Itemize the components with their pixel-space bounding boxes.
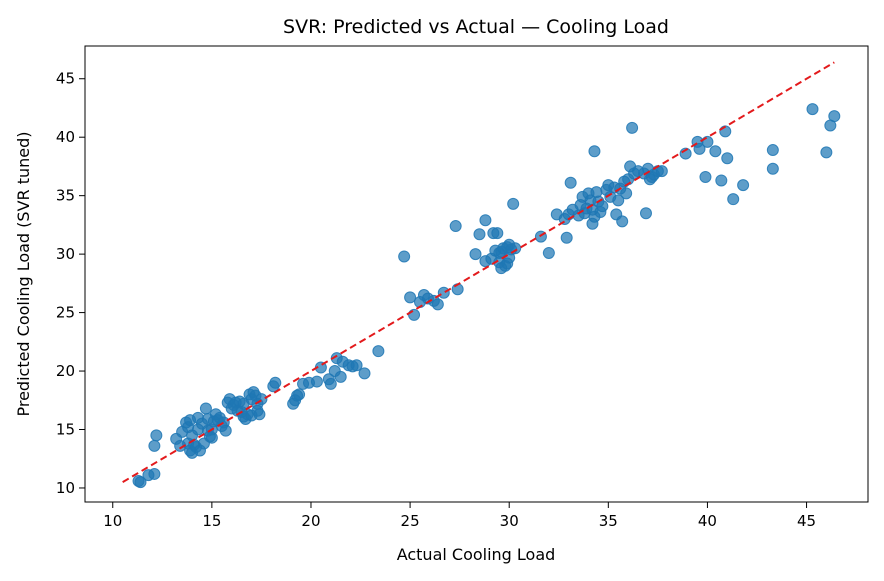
data-point bbox=[737, 179, 750, 192]
y-tick-label: 30 bbox=[56, 245, 75, 263]
data-point bbox=[564, 176, 577, 189]
data-point bbox=[820, 146, 833, 159]
data-point bbox=[253, 408, 266, 421]
data-point bbox=[588, 145, 601, 158]
data-point bbox=[148, 467, 161, 480]
data-point bbox=[479, 214, 492, 227]
x-tick-label: 35 bbox=[599, 512, 618, 530]
data-point bbox=[620, 187, 633, 200]
data-point bbox=[596, 200, 609, 213]
data-point bbox=[269, 376, 282, 389]
data-point bbox=[626, 121, 639, 134]
y-tick-label: 10 bbox=[56, 479, 75, 497]
data-point bbox=[473, 228, 486, 241]
data-point bbox=[542, 246, 555, 259]
plot-area-frame bbox=[84, 45, 869, 503]
x-tick-label: 15 bbox=[202, 512, 221, 530]
data-point bbox=[560, 231, 573, 244]
data-point bbox=[612, 194, 625, 207]
y-tick-label: 25 bbox=[56, 304, 75, 322]
data-point bbox=[701, 135, 714, 148]
data-point bbox=[469, 248, 482, 261]
data-point bbox=[509, 242, 522, 255]
chart-title: SVR: Predicted vs Actual — Cooling Load bbox=[283, 16, 669, 38]
data-point bbox=[150, 429, 163, 442]
data-point bbox=[616, 215, 629, 228]
data-point bbox=[134, 476, 147, 489]
data-point bbox=[715, 174, 728, 187]
data-point bbox=[219, 424, 232, 437]
data-point bbox=[398, 250, 411, 263]
data-point bbox=[199, 402, 212, 415]
x-tick-label: 20 bbox=[301, 512, 320, 530]
data-point bbox=[372, 345, 385, 358]
x-tick-label: 30 bbox=[500, 512, 519, 530]
y-tick-label: 40 bbox=[56, 128, 75, 146]
x-tick-label: 45 bbox=[797, 512, 816, 530]
identity-reference-line bbox=[122, 61, 835, 483]
data-point bbox=[721, 152, 734, 165]
data-point bbox=[431, 298, 444, 311]
data-point bbox=[293, 388, 306, 401]
data-point bbox=[350, 359, 363, 372]
data-point bbox=[693, 142, 706, 155]
x-tick-label: 40 bbox=[698, 512, 717, 530]
data-point bbox=[806, 103, 819, 116]
axis-ticks: 10 15 20 25 30 35 40 45 10 15 20 25 30 35 40 45 bbox=[56, 70, 816, 530]
x-axis-label: Actual Cooling Load bbox=[397, 545, 556, 564]
y-tick-label: 45 bbox=[56, 70, 75, 88]
data-point bbox=[408, 308, 421, 321]
data-point bbox=[334, 370, 347, 383]
y-tick-label: 20 bbox=[56, 362, 75, 380]
data-point bbox=[709, 145, 722, 158]
data-point bbox=[449, 220, 462, 233]
y-tick-label: 35 bbox=[56, 187, 75, 205]
reference-line-group bbox=[122, 61, 835, 483]
x-tick-label: 10 bbox=[103, 512, 122, 530]
data-point bbox=[639, 207, 652, 220]
data-point bbox=[699, 170, 712, 183]
data-point bbox=[828, 110, 841, 123]
data-point bbox=[655, 165, 668, 178]
x-tick-label: 25 bbox=[401, 512, 420, 530]
data-point bbox=[148, 439, 161, 452]
data-point bbox=[310, 375, 323, 388]
y-axis-label: Predicted Cooling Load (SVR tuned) bbox=[14, 131, 33, 416]
data-point bbox=[324, 377, 337, 390]
data-points bbox=[132, 103, 841, 489]
data-point bbox=[491, 227, 504, 240]
data-point bbox=[766, 144, 779, 157]
y-tick-label: 15 bbox=[56, 421, 75, 439]
data-point bbox=[437, 286, 450, 299]
data-point bbox=[766, 162, 779, 175]
data-point bbox=[404, 291, 417, 304]
data-point bbox=[358, 367, 371, 380]
data-point bbox=[727, 193, 740, 206]
data-point bbox=[507, 197, 520, 210]
